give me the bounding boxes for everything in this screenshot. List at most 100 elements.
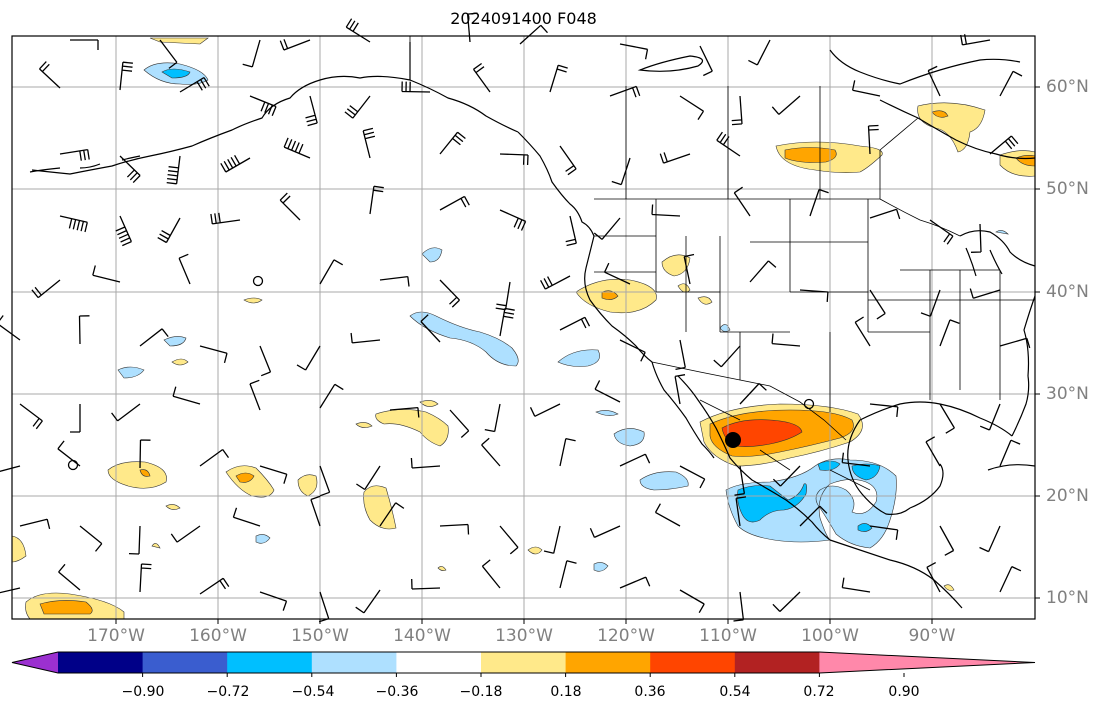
wind-barb-path	[609, 85, 641, 98]
contour-region	[677, 283, 691, 293]
wind-barb	[559, 316, 591, 331]
us-pacific-coast	[584, 235, 653, 363]
wind-barb	[232, 507, 261, 527]
contour-region	[243, 297, 263, 304]
wind-barb-path	[549, 64, 568, 93]
wind-barb	[355, 589, 381, 614]
wind-barb-path	[999, 439, 1021, 467]
wind-barb-path	[869, 403, 899, 417]
wind-barb-path	[679, 589, 705, 614]
wind-barb-path	[559, 145, 577, 176]
wind-barb	[841, 452, 871, 467]
wind-barb-path	[79, 525, 103, 552]
wind-barb	[604, 262, 631, 285]
wind-barb-path	[70, 404, 81, 433]
wind-barb-path	[92, 265, 121, 283]
wind-barb-path	[499, 525, 519, 555]
longitude-label: 150°W	[291, 626, 349, 646]
contour-region	[995, 230, 1009, 235]
longitude-label: 140°W	[393, 626, 451, 646]
wind-barb	[199, 448, 230, 467]
wind-barb	[466, 12, 478, 43]
wind-barb	[172, 386, 201, 405]
wind-barbs	[0, 12, 1031, 623]
contour-region	[851, 463, 881, 481]
wind-barb-path	[559, 316, 591, 331]
wind-barb-path	[699, 45, 713, 77]
wind-barb-path	[439, 523, 470, 535]
wind-barb	[499, 307, 515, 337]
wind-barb-path	[481, 559, 501, 589]
wind-barb	[379, 275, 410, 287]
wind-barb	[683, 253, 695, 285]
wind-barb	[499, 209, 527, 231]
wind-barb	[540, 275, 571, 290]
wind-barb-path	[593, 217, 621, 240]
wind-barb-path	[439, 279, 460, 308]
wind-barb-path	[674, 374, 686, 405]
wind-barb-path	[296, 345, 321, 371]
wind-barb	[748, 39, 771, 66]
wind-barb	[70, 404, 81, 433]
wind-barb	[279, 39, 311, 51]
wind-barb-path	[559, 437, 576, 467]
wind-barb-path	[594, 380, 621, 403]
contour-region	[557, 349, 600, 367]
wind-barb	[157, 217, 181, 244]
wind-barb-path	[19, 518, 51, 530]
wind-barb	[619, 43, 649, 60]
wind-barb	[679, 589, 705, 614]
canada-us-east	[879, 198, 961, 237]
wind-barb-path	[499, 307, 515, 337]
wind-barb	[519, 24, 548, 45]
wind-barb-path	[410, 457, 441, 469]
wind-barb	[559, 437, 576, 467]
contour-region	[697, 296, 713, 305]
colorbar-segment	[396, 652, 482, 673]
wind-barb-path	[771, 333, 801, 347]
wind-barb	[410, 457, 441, 469]
wind-barb-path	[70, 39, 99, 50]
wind-barb	[731, 95, 743, 126]
wind-barb	[809, 188, 829, 217]
wind-barb	[350, 332, 381, 344]
canada-province-borders	[625, 86, 919, 199]
wind-barb-path	[249, 379, 261, 411]
wind-barb-path	[495, 281, 511, 311]
longitude-label: 120°W	[597, 626, 655, 646]
central-america-coast	[829, 539, 963, 609]
wind-barb	[609, 85, 641, 98]
wind-barb	[970, 223, 982, 253]
wind-barb-path	[259, 465, 288, 484]
wind-barb-path	[310, 495, 321, 527]
colorbar-tick-label: 0.72	[803, 684, 835, 700]
wind-barb-path	[654, 503, 681, 527]
longitude-label: 110°W	[699, 626, 757, 646]
contour-region	[437, 566, 447, 571]
latitude-label: 30°N	[1046, 384, 1089, 404]
wind-barb	[619, 576, 651, 589]
wind-barb-path	[420, 314, 441, 343]
contour-region	[613, 428, 645, 447]
calm-wind-marker	[67, 459, 79, 471]
wind-barb	[999, 566, 1022, 593]
wind-barb	[999, 439, 1021, 467]
wind-barb-path	[172, 386, 201, 405]
colorbar-tick-label: −0.90	[121, 684, 165, 700]
colorbar-segment	[311, 652, 397, 673]
wind-barb	[999, 337, 1031, 349]
negative-low-regions	[117, 62, 1009, 572]
wind-barb-path	[939, 319, 960, 347]
wind-barb-path	[733, 591, 745, 622]
wind-barb	[210, 212, 241, 225]
mexico-state-borders	[699, 399, 871, 491]
wind-barb-path	[59, 148, 90, 161]
contour-region	[255, 534, 271, 544]
wind-barb	[549, 64, 568, 93]
wind-barb-path	[472, 62, 491, 93]
wind-barb-path	[926, 562, 941, 593]
wind-barb	[594, 380, 621, 403]
contour-region	[419, 400, 439, 407]
wind-barb-path	[362, 127, 376, 159]
wind-barb-path	[279, 39, 311, 51]
